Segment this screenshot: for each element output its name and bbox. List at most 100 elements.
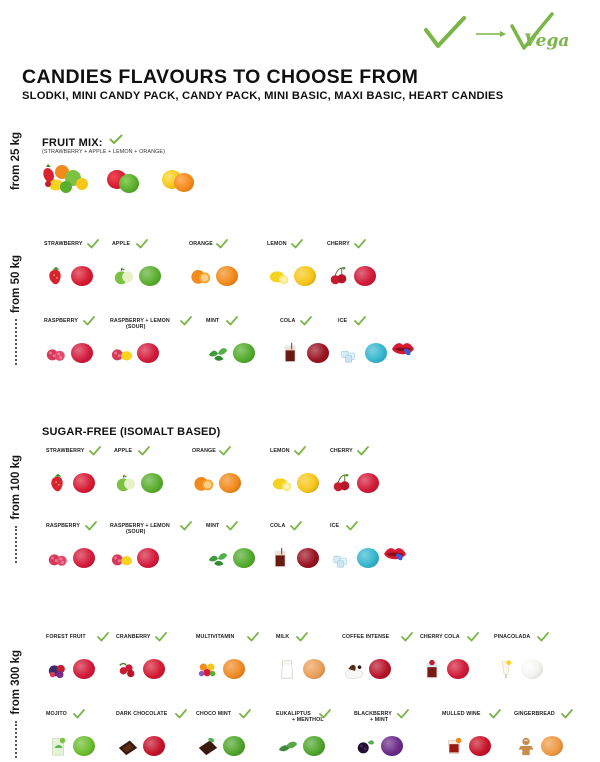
raspberry-lemon-icon — [111, 349, 133, 361]
flavour-name: ORANGE — [192, 448, 216, 454]
candy-forest-fruit — [73, 659, 95, 679]
check-icon — [85, 521, 97, 531]
candy-apple — [141, 473, 163, 493]
flavour-name: RASPBERRY + LEMON (SOUR) — [110, 318, 170, 331]
cherry-icon — [333, 474, 350, 492]
flavour-name: RASPBERRY + LEMON (SOUR) — [110, 523, 170, 536]
check-icon — [216, 239, 229, 249]
flavour-name: ICE — [330, 523, 340, 529]
flavour-item-apple: APPLE — [112, 239, 194, 289]
candy-milk — [303, 659, 325, 679]
flavour-item-choco-mint: CHOCO MINT — [196, 709, 278, 759]
orange-icon — [194, 477, 214, 491]
flavour-item-lemon: LEMON — [270, 446, 352, 496]
raspberry-icon — [46, 349, 65, 361]
flavour-name: CHERRY COLA — [420, 634, 460, 640]
cola-icon — [274, 547, 286, 568]
lemon-icon — [272, 478, 292, 492]
check-icon — [295, 632, 308, 642]
mulled-wine-icon — [448, 737, 462, 754]
strawberry-icon — [51, 473, 63, 492]
check-icon — [488, 709, 501, 719]
flavour-name: MINT — [206, 318, 220, 324]
choco-mint-icon — [198, 737, 218, 756]
check-icon — [293, 446, 306, 456]
check-icon — [397, 709, 409, 719]
cherry-cola-icon — [426, 659, 438, 679]
check-icon — [83, 316, 95, 326]
orange-icon — [191, 270, 211, 284]
candy-cherry — [357, 473, 379, 493]
candy-raspberry-lemon — [137, 548, 159, 568]
candy-cola — [297, 548, 319, 568]
flavour-item-cherry: CHERRY — [330, 446, 412, 496]
forest-fruit-icon — [48, 664, 65, 679]
mint-icon — [208, 348, 228, 361]
check-icon — [225, 316, 238, 326]
check-icon — [137, 446, 150, 456]
candy-lemon — [297, 473, 319, 493]
candy-dark-chocolate — [143, 736, 165, 756]
candy-pinacolada — [521, 659, 543, 679]
check-icon — [400, 632, 413, 642]
check-icon — [180, 521, 192, 531]
sugar-free-heading: SUGAR-FREE (ISOMALT BASED) — [42, 426, 221, 438]
cola-icon — [284, 342, 296, 363]
check-icon — [180, 316, 192, 326]
candy-orange — [216, 266, 238, 286]
candy-raspberry — [73, 548, 95, 568]
page-subtitle: SLODKI, MINI CANDY PACK, CANDY PACK, MIN… — [22, 90, 504, 102]
flavour-item-strawberry: STRAWBERRY — [46, 446, 128, 496]
flavour-item-ice: ICE — [338, 316, 420, 366]
flavour-item-forest-fruit: FOREST FRUIT — [46, 632, 128, 682]
candy-raspberry — [71, 343, 93, 363]
ice-icon — [333, 555, 347, 568]
flavour-item-pinacolada: PINACOLADA — [494, 632, 576, 682]
check-icon — [560, 709, 573, 719]
check-icon — [299, 316, 312, 326]
pinacolada-icon — [502, 660, 512, 679]
candy-strawberry — [73, 473, 95, 493]
flavour-item-raspberry-lemon: RASPBERRY + LEMON (SOUR) — [110, 316, 192, 366]
candy-raspberry-lemon — [137, 343, 159, 363]
section-label-50kg: from 50 kg — [6, 255, 26, 365]
flavour-name: LEMON — [270, 448, 290, 454]
flavour-item-multivitamin: MULTIVITAMIN — [196, 632, 278, 682]
ice-icon — [341, 350, 355, 363]
dark-chocolate-icon — [118, 740, 138, 756]
fruit-mix-heading: FRUIT MIX: — [42, 137, 103, 149]
candy-gingerbread — [541, 736, 563, 756]
flavour-item-raspberry-lemon: RASPBERRY + LEMON (SOUR) — [110, 521, 192, 571]
flavour-name: CHERRY — [330, 448, 353, 454]
candy-green — [119, 174, 139, 193]
strawberry-icon — [49, 266, 61, 285]
section-label-25kg: from 25 kg — [10, 132, 22, 191]
check-icon — [225, 521, 238, 531]
flavour-name: MINT — [206, 523, 220, 529]
raspberry-icon — [48, 554, 67, 566]
flavour-item-cherry-cola: CHERRY COLA — [420, 632, 502, 682]
check-icon — [289, 521, 302, 531]
flavour-name: LEMON — [267, 241, 287, 247]
flavour-item-cherry: CHERRY — [327, 239, 409, 289]
check-icon — [239, 709, 251, 719]
candy-cola — [307, 343, 329, 363]
check-icon — [345, 521, 358, 531]
flavour-item-cranberry: CRANBERRY — [116, 632, 198, 682]
section-label-100kg: from 100 kg — [6, 455, 26, 563]
candy-lemon — [294, 266, 316, 286]
check-icon — [87, 239, 99, 249]
flavour-name: ORANGE — [189, 241, 213, 247]
check-icon — [155, 632, 167, 642]
flavour-name: STRAWBERRY — [46, 448, 85, 454]
candy-mulled-wine — [469, 736, 491, 756]
flavour-item-eucalyptus: EUKALIPTUS + MENTHOL — [276, 709, 358, 759]
flavour-name: RASPBERRY — [44, 318, 78, 324]
check-icon — [357, 446, 370, 456]
candy-orange — [219, 473, 241, 493]
flavour-item-raspberry: RASPBERRY — [46, 521, 128, 571]
candy-coffee — [369, 659, 391, 679]
flavour-name: GINGERBREAD — [514, 711, 555, 717]
flavour-name: ICE — [338, 318, 348, 324]
lips-icon — [392, 343, 414, 356]
